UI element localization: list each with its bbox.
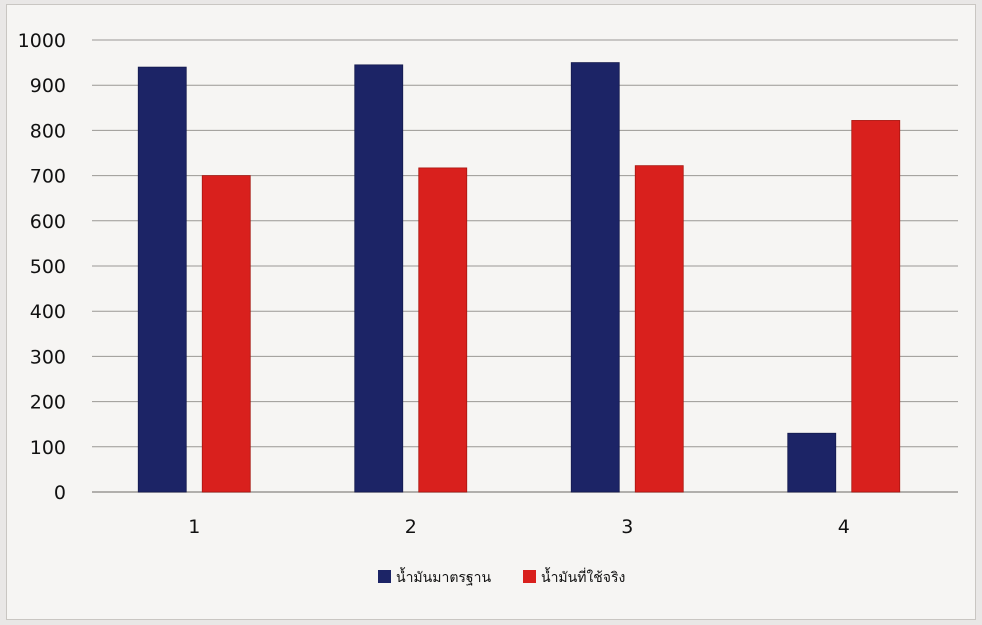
y-axis: 0 100 200 300 400 500 600 700 800 900 1000 [18,30,66,504]
bar-series-1-category-1 [137,66,187,493]
y-tick-label: 400 [30,301,66,323]
x-axis: 1 2 3 4 [188,516,850,538]
y-tick-label: 700 [30,166,66,188]
bar-series-1-category-2 [354,64,404,493]
y-tick-label: 900 [30,75,66,97]
bar-series-2-category-3 [634,165,684,493]
legend: น้ำมันมาตรฐาน น้ำมันที่ใช้จริง [378,567,625,586]
bars [137,62,901,493]
y-tick-label: 800 [30,120,66,142]
legend-label-2: น้ำมันที่ใช้จริง [541,567,625,586]
y-tick-label: 100 [30,437,66,459]
x-tick-label: 4 [838,516,850,538]
bar-series-2-category-1 [201,175,251,493]
legend-label-1: น้ำมันมาตรฐาน [396,567,492,586]
bar-series-2-category-2 [418,167,468,493]
bar-series-1-category-4 [787,432,837,493]
legend-swatch-1 [378,570,391,583]
y-tick-label: 1000 [18,30,66,52]
y-tick-label: 500 [30,256,66,278]
y-tick-label: 200 [30,392,66,414]
bar-series-1-category-3 [570,62,620,493]
x-tick-label: 2 [405,516,417,538]
x-tick-label: 1 [188,516,200,538]
y-tick-label: 0 [54,482,66,504]
legend-swatch-2 [523,570,536,583]
bar-series-2-category-4 [851,120,901,493]
y-tick-label: 600 [30,211,66,233]
x-tick-label: 3 [621,516,633,538]
y-tick-label: 300 [30,346,66,368]
